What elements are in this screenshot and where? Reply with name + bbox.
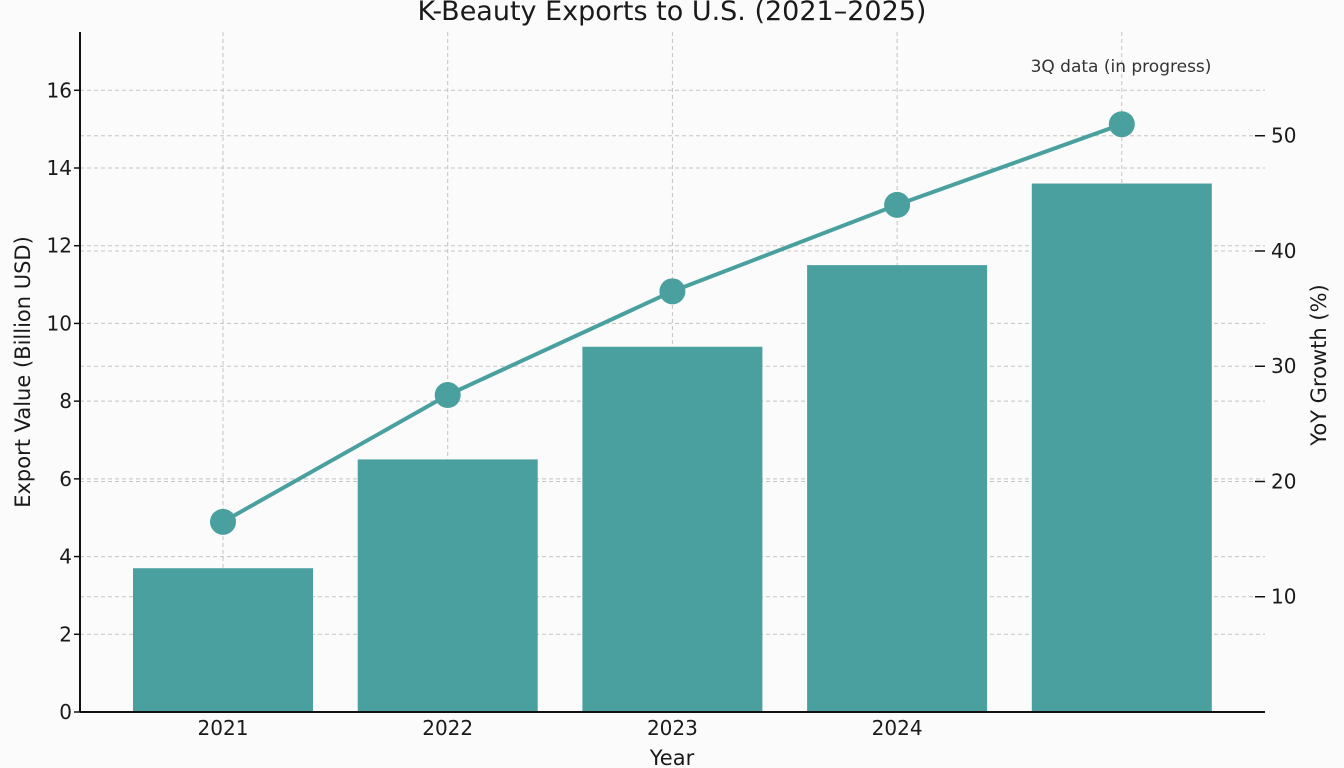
x-tick-label: 2024 xyxy=(872,716,923,740)
y-tick-label: 12 xyxy=(47,234,72,258)
y-tick-label: 2 xyxy=(59,622,72,646)
y-tick-label: 10 xyxy=(47,311,72,335)
x-axis-ticks: 2021 2022 2023 2024 xyxy=(198,716,923,740)
bar xyxy=(807,265,988,712)
y-tick-label: 4 xyxy=(59,545,72,569)
y2-tick-label: 50 xyxy=(1271,124,1296,148)
y-tick-label: 8 xyxy=(59,389,72,413)
chart-title: K-Beauty Exports to U.S. (2021–2025) xyxy=(418,0,927,27)
y-axis-ticks: 0 2 4 6 8 10 12 14 16 xyxy=(47,78,80,724)
bar xyxy=(357,459,538,712)
y-tick-label: 14 xyxy=(47,156,72,180)
annotation: 3Q data (in progress) xyxy=(1031,57,1212,77)
x-tick-label: 2022 xyxy=(422,716,473,740)
growth-point xyxy=(1108,111,1135,138)
growth-point xyxy=(210,508,236,535)
y-tick-label: 6 xyxy=(59,467,72,491)
growth-point xyxy=(884,191,911,218)
x-axis-label: Year xyxy=(649,746,695,768)
growth-point xyxy=(434,382,461,409)
axes xyxy=(79,32,1265,713)
y2-axis-ticks: 10 20 30 40 50 xyxy=(1255,124,1296,609)
x-tick-label: 2021 xyxy=(198,716,249,740)
bar-series xyxy=(133,183,1212,713)
bar xyxy=(133,568,313,712)
bar xyxy=(582,346,763,712)
y-axis-label: Export Value (Billion USD) xyxy=(11,236,35,508)
y-tick-label: 16 xyxy=(47,78,72,102)
x-tick-label: 2023 xyxy=(647,716,698,740)
y-tick-label: 0 xyxy=(59,700,72,724)
y2-tick-label: 20 xyxy=(1271,469,1296,493)
y2-axis-label: YoY Growth (%) xyxy=(1307,284,1331,446)
y2-tick-label: 10 xyxy=(1271,585,1296,609)
line-series xyxy=(210,111,1135,535)
growth-point xyxy=(659,278,686,305)
y2-tick-label: 30 xyxy=(1271,354,1296,378)
bar xyxy=(1031,183,1212,713)
y2-tick-label: 40 xyxy=(1271,239,1296,263)
